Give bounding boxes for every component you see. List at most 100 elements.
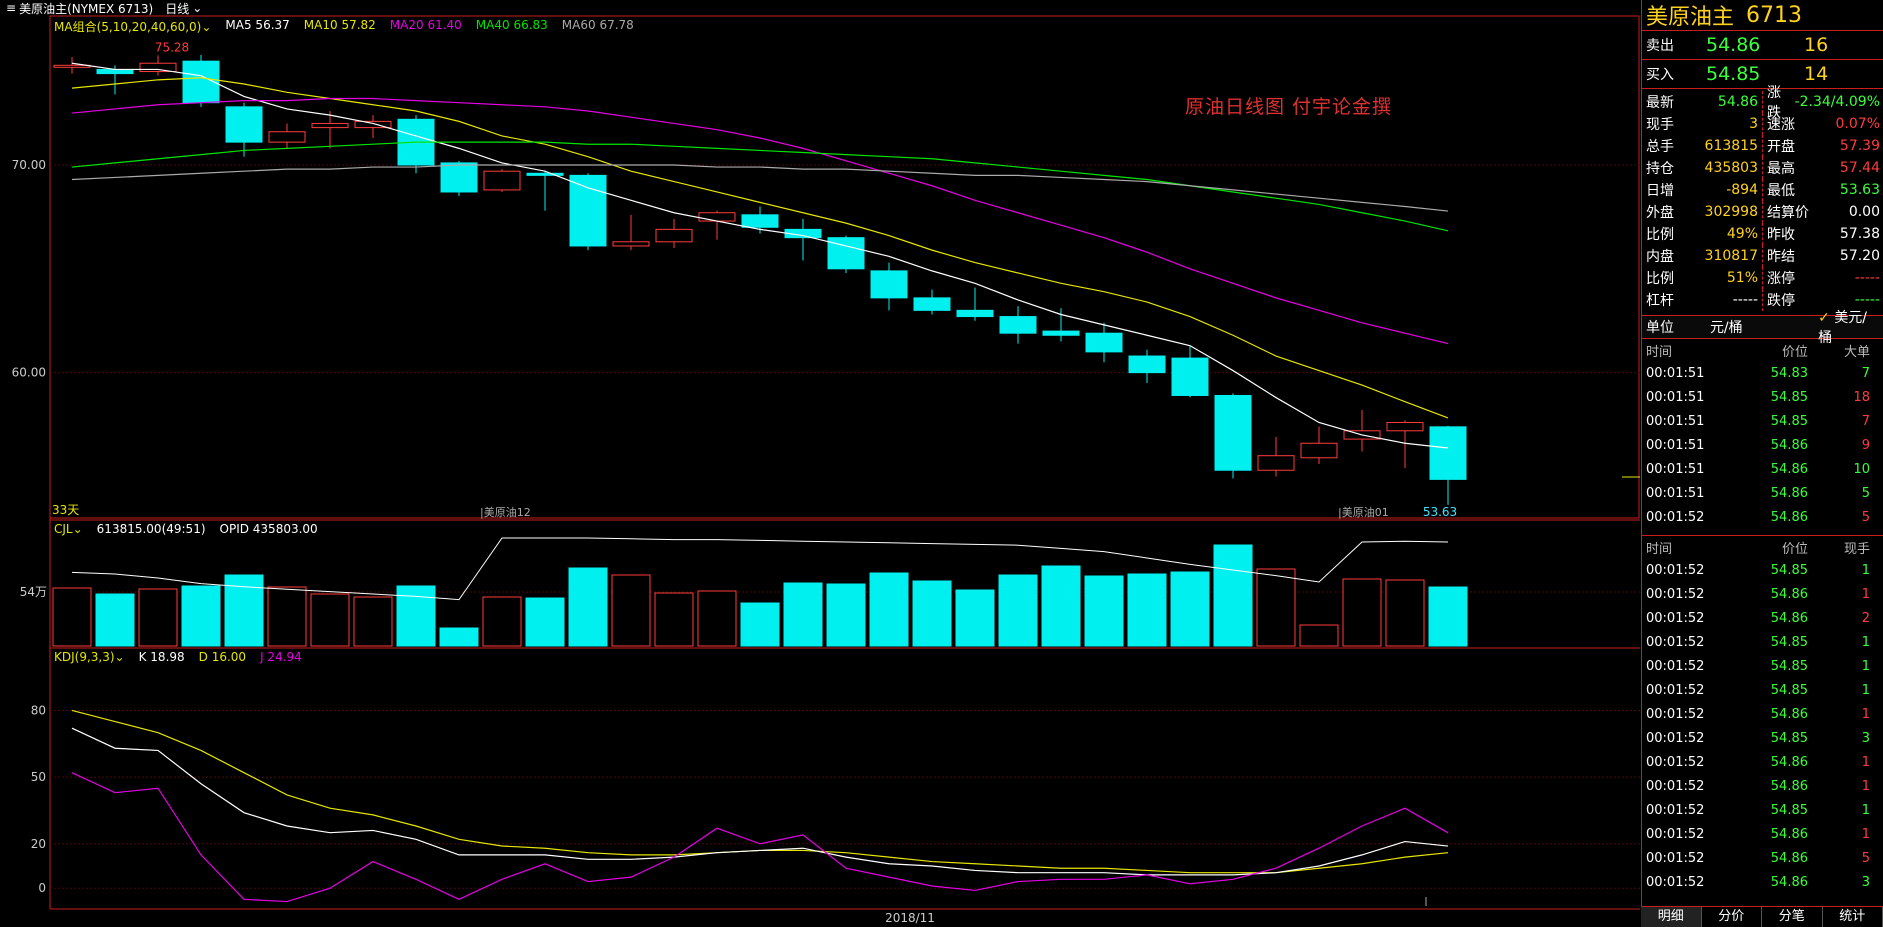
candle-body [1172,358,1208,395]
contract-label: |美原油01 [1338,505,1389,519]
panel-header: 美原油主 6713 [1642,0,1883,31]
sell-row[interactable]: 卖出 54.86 16 [1642,31,1883,60]
candle-body [957,310,993,316]
candle-body [1387,422,1423,430]
table-header: 时间价位现手 [1642,536,1883,558]
sell-volume: 16 [1804,34,1828,56]
ma-line-ma10 [72,78,1448,418]
stat-1: 涨跌-2.34/4.09% [1763,91,1883,113]
volume-bar [956,590,994,646]
candle-body [656,229,692,241]
volume-bar [1214,545,1252,646]
high-price-label: 75.28 [155,40,189,54]
kdj-line-d [72,710,1448,872]
buy-row[interactable]: 买入 54.85 14 [1642,60,1883,89]
volume-bar [1257,569,1295,646]
volume-bar [1085,576,1123,646]
volume-bar [999,575,1037,646]
panel-tabs: 明细分价分笔统计 [1641,906,1883,927]
stat-18: 杠杆----- [1642,289,1763,311]
volume-bar [1300,625,1338,646]
candle-body [97,69,133,73]
kline-chart[interactable]: 70.0060.0075.2853.6333天|美原油12|美原油0154万80… [0,0,1640,926]
volume-bar [612,575,650,646]
price-tick-label: 70.00 [12,158,46,172]
candle-body [226,107,262,142]
kdj-line-k [72,728,1448,875]
price-tick-label: 60.00 [12,366,46,380]
panel-tab[interactable]: 分笔 [1762,907,1823,927]
volume-bar [784,583,822,646]
volume-bar [96,594,134,646]
candle-body [1043,331,1079,335]
volume-bar [913,581,951,646]
candle-body [312,123,348,127]
kdj-tick-label: 0 [38,881,46,895]
volume-bar [655,593,693,646]
volume-bar [698,591,736,646]
candle-body [1258,456,1294,471]
panel-tab[interactable]: 统计 [1823,907,1883,927]
candle-body [613,242,649,246]
candle-body [484,171,520,190]
days-label: 33天 [52,503,79,517]
candle-body [1215,395,1251,470]
volume-bar [569,568,607,646]
volume-bar [1343,579,1381,646]
panel-tab[interactable]: 分价 [1702,907,1763,927]
panel-tab[interactable]: 明细 [1641,907,1702,927]
candle-body [1301,443,1337,458]
table-header: 时间价位大单 [1642,339,1883,361]
unit-option-yuan[interactable]: 元/桶 [1710,317,1818,337]
volume-bar [827,584,865,646]
volume-bar [741,603,779,646]
candle-body [269,132,305,142]
candle-body [914,298,950,310]
buy-volume: 14 [1804,63,1828,85]
stat-8: 日增-894 [1642,179,1763,201]
candle-body [742,215,778,227]
volume-bar [870,573,908,646]
volume-bar [1171,572,1209,646]
volume-bar [483,597,521,646]
volume-bar [268,587,306,646]
volume-bar [53,588,91,646]
